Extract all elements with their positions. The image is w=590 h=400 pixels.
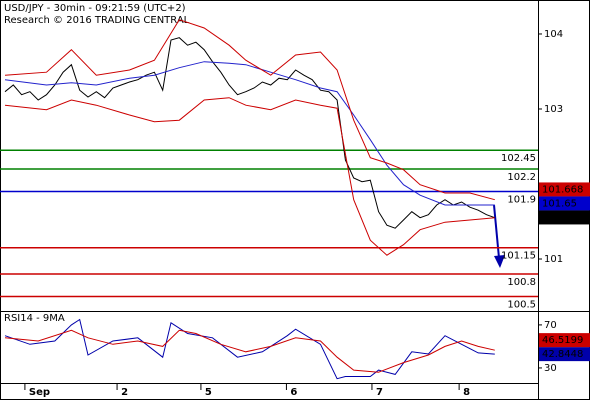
y-tick-label: 30 xyxy=(544,363,557,374)
y-tick-label: 104 xyxy=(544,29,563,40)
value-tag xyxy=(539,333,590,348)
value-tag-label: 101.668 xyxy=(542,184,583,195)
y-tick-label: 70 xyxy=(544,320,557,331)
series-line xyxy=(4,19,495,201)
value-tag-label: 101.554 xyxy=(542,212,583,223)
value-tag-label: 46.5199 xyxy=(542,335,583,346)
x-tick-label: 6 xyxy=(290,387,297,398)
series-line xyxy=(4,37,495,229)
value-tag xyxy=(539,210,590,225)
forecast-arrowhead xyxy=(494,255,505,268)
series-line xyxy=(4,318,495,380)
level-label: 101.15 xyxy=(501,251,536,262)
rsi-title: RSI14 - 9MA xyxy=(4,313,65,324)
level-label: 101.9 xyxy=(507,194,536,205)
value-tag xyxy=(539,182,590,197)
chart-title: USD/JPY - 30min - 09:21:59 (UTC+2) xyxy=(4,3,186,14)
x-tick-label: 7 xyxy=(376,387,383,398)
series-line xyxy=(4,97,495,256)
level-label: 102.2 xyxy=(507,172,536,183)
x-tick-label: 5 xyxy=(205,387,212,398)
x-tick-label: 8 xyxy=(463,387,470,398)
value-tag xyxy=(539,196,590,211)
chart-subtitle: Research © 2016 TRADING CENTRAL xyxy=(4,15,190,26)
series-line xyxy=(4,61,495,206)
value-tag-label: 42.8448 xyxy=(542,349,583,360)
level-label: 100.8 xyxy=(507,277,536,288)
x-tick-label: Sep xyxy=(29,387,50,398)
level-label: 100.5 xyxy=(507,299,536,310)
forecast-arrow xyxy=(493,204,500,259)
value-tag xyxy=(539,347,590,362)
value-tag-label: 101.65 xyxy=(542,198,577,209)
y-tick-label: 103 xyxy=(544,104,563,115)
y-tick-label: 101 xyxy=(544,254,563,265)
series-line xyxy=(4,329,495,373)
x-tick-label: 2 xyxy=(121,387,128,398)
level-label: 102.45 xyxy=(501,153,536,164)
